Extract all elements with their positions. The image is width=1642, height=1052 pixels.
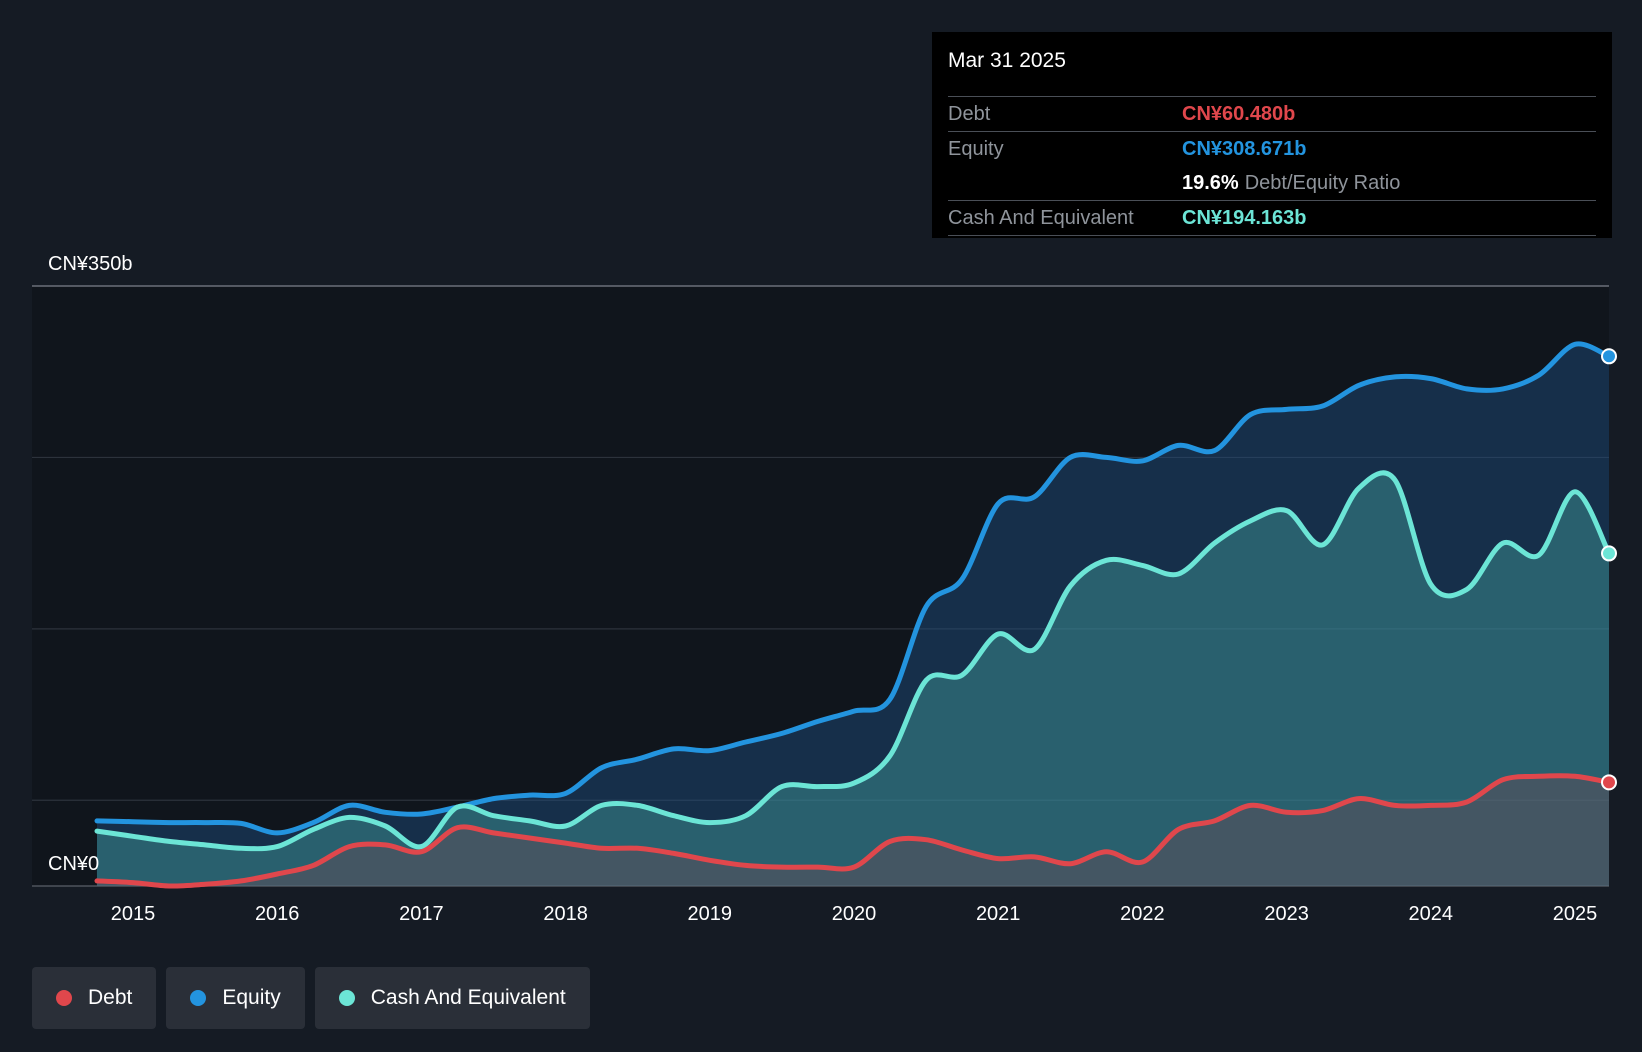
x-tick-label: 2021	[976, 903, 1021, 925]
legend-debt-label: Debt	[88, 986, 133, 1009]
tooltip-ratio-value: 19.6%	[1182, 171, 1239, 194]
x-tick-label: 2025	[1553, 903, 1598, 925]
tooltip-equity-row: Equity CN¥308.671b	[948, 131, 1596, 166]
tooltip-date: Mar 31 2025	[948, 49, 1066, 72]
x-tick-label: 2020	[832, 903, 877, 925]
tooltip-equity-value: CN¥308.671b	[1182, 137, 1307, 160]
x-tick-label: 2019	[688, 903, 733, 925]
tooltip-debt-row: Debt CN¥60.480b	[948, 96, 1596, 131]
y-axis-bottom-label: CN¥0	[48, 853, 99, 875]
x-tick-label: 2015	[111, 903, 156, 925]
legend-cash-label: Cash And Equivalent	[370, 986, 566, 1009]
legend-item-debt[interactable]: Debt	[32, 967, 157, 1029]
legend: Debt Equity Cash And Equivalent	[32, 967, 590, 1029]
x-tick-label: 2022	[1120, 903, 1165, 925]
debt-dot-icon	[56, 990, 72, 1006]
debt-line	[94, 773, 1612, 889]
x-tick-label: 2018	[543, 903, 588, 925]
equity-area	[96, 343, 1610, 886]
y-axis-top-label: CN¥350b	[48, 253, 133, 275]
series-lines	[94, 341, 1612, 889]
tooltip-cash-label: Cash And Equivalent	[948, 206, 1134, 229]
cash-and-equivalent-area	[96, 472, 1610, 886]
x-axis-ticks: 2015 2016 2017 2018 2019 2020 2021 2022 2023 2024…	[111, 903, 1598, 925]
x-tick-label: 2023	[1264, 903, 1309, 925]
debt-area	[96, 775, 1610, 887]
tooltip-ratio-row: 19.6% Debt/Equity Ratio	[948, 166, 1596, 200]
tooltip-debt-value: CN¥60.480b	[1182, 102, 1296, 125]
legend-item-equity[interactable]: Equity	[166, 967, 305, 1029]
legend-item-cash[interactable]: Cash And Equivalent	[314, 967, 590, 1029]
legend-equity-label: Equity	[222, 986, 281, 1009]
tooltip-cash-value: CN¥194.163b	[1182, 206, 1307, 229]
tooltip: Mar 31 2025 Debt CN¥60.480b Equity CN¥30…	[932, 32, 1612, 238]
x-tick-label: 2016	[255, 903, 300, 925]
cash-dot-icon	[338, 990, 355, 1006]
equity-dot-icon	[190, 990, 207, 1006]
debt-endpoint[interactable]	[1601, 774, 1617, 791]
series-areas	[96, 343, 1610, 887]
equity-endpoint[interactable]	[1601, 348, 1617, 365]
grid-lines	[32, 285, 1609, 887]
tooltip-cash-row: Cash And Equivalent CN¥194.163b	[948, 200, 1596, 236]
cash-and-equivalent-endpoint[interactable]	[1601, 545, 1617, 562]
series-endpoints[interactable]	[1601, 348, 1617, 791]
equity-line	[94, 341, 1612, 836]
x-tick-label: 2017	[399, 903, 444, 925]
tooltip-ratio-label: Debt/Equity Ratio	[1244, 171, 1401, 194]
x-tick-label: 2024	[1409, 903, 1454, 925]
cash-and-equivalent-line	[94, 470, 1612, 852]
tooltip-debt-label: Debt	[948, 102, 991, 125]
tooltip-equity-label: Equity	[948, 137, 1004, 160]
